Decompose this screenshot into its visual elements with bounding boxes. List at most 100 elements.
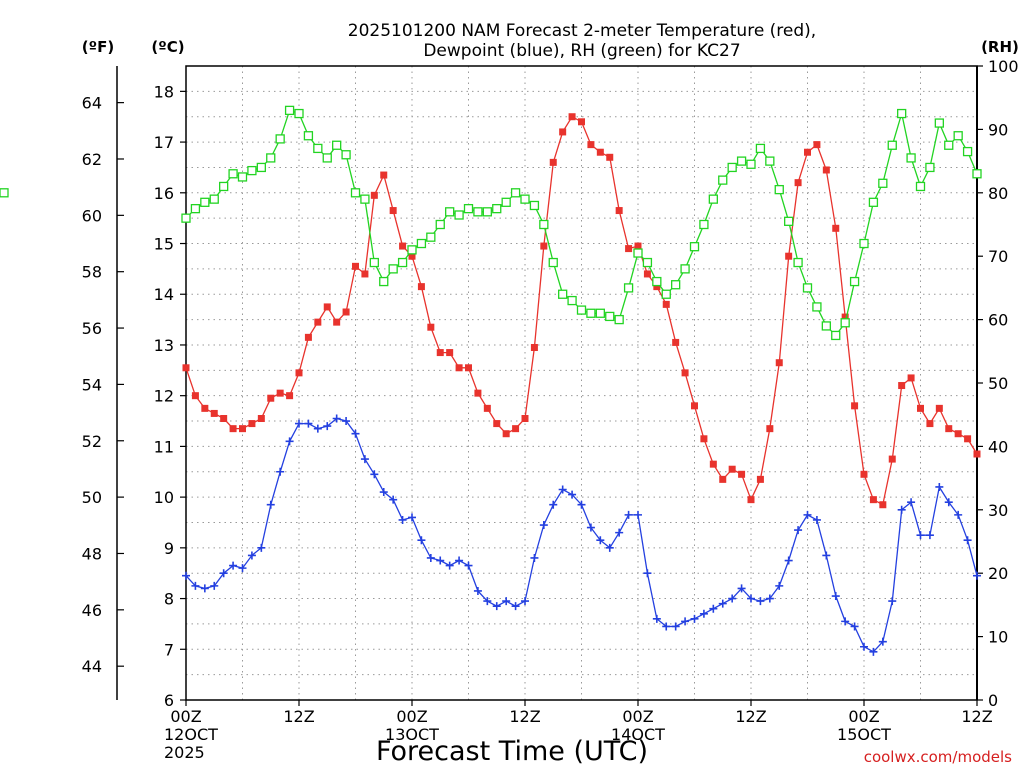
- relative-humidity-point: [549, 259, 557, 267]
- relative-humidity-point: [917, 182, 925, 190]
- temperature-point: [550, 159, 557, 166]
- celsius-tick-label: 12: [154, 387, 174, 406]
- temperature-point: [597, 149, 604, 156]
- relative-humidity-point: [747, 160, 755, 168]
- relative-humidity-point: [804, 284, 812, 292]
- temperature-point: [625, 245, 632, 252]
- relative-humidity-point: [964, 148, 972, 156]
- temperature-point: [201, 405, 208, 412]
- time-tick-label: 00Z: [396, 707, 427, 726]
- temperature-point: [540, 243, 547, 250]
- temperature-point: [465, 364, 472, 371]
- temperature-point: [446, 349, 453, 356]
- relative-humidity-point: [587, 309, 595, 317]
- relative-humidity-point: [662, 290, 670, 298]
- relative-humidity-point: [201, 198, 209, 206]
- relative-humidity-point: [766, 157, 774, 165]
- relative-humidity-point: [493, 205, 501, 213]
- temperature-point: [390, 207, 397, 214]
- relative-humidity-point: [417, 240, 425, 248]
- temperature-point: [879, 501, 886, 508]
- temperature-point: [427, 324, 434, 331]
- temperature-point: [813, 141, 820, 148]
- temperature-point: [616, 207, 623, 214]
- rh-unit-label: (RH): [981, 38, 1019, 56]
- relative-humidity-point: [879, 179, 887, 187]
- relative-humidity-point: [191, 205, 199, 213]
- relative-humidity-point: [257, 163, 265, 171]
- time-tick-label: 12Z: [509, 707, 540, 726]
- relative-humidity-point: [502, 198, 510, 206]
- temperature-point: [211, 410, 218, 417]
- time-tick-label: 12Z: [961, 707, 992, 726]
- relative-humidity-point: [681, 265, 689, 273]
- relative-humidity-point: [691, 243, 699, 251]
- relative-humidity-point: [304, 132, 312, 140]
- temperature-point: [343, 308, 350, 315]
- relative-humidity-point: [606, 312, 614, 320]
- temperature-point: [682, 369, 689, 376]
- celsius-tick-label: 18: [154, 82, 174, 101]
- time-tick-label: 12Z: [283, 707, 314, 726]
- relative-humidity-point: [954, 132, 962, 140]
- temperature-point: [700, 435, 707, 442]
- relative-humidity-point: [634, 249, 642, 257]
- relative-humidity-point: [596, 309, 604, 317]
- relative-humidity-point: [709, 195, 717, 203]
- fahrenheit-tick-label: 56: [82, 319, 102, 338]
- chart-background: [0, 0, 1024, 768]
- chart-title-line2: Dewpoint (blue), RH (green) for KC27: [423, 41, 740, 61]
- relative-humidity-point: [323, 154, 331, 162]
- temperature-point: [974, 451, 981, 458]
- celsius-tick-label: 15: [154, 235, 174, 254]
- relative-humidity-point: [794, 259, 802, 267]
- time-tick-label: 12Z: [735, 707, 766, 726]
- temperature-point: [220, 415, 227, 422]
- temperature-point: [748, 496, 755, 503]
- rh-tick-label: 70: [988, 247, 1008, 266]
- temperature-point: [267, 395, 274, 402]
- temperature-point: [578, 118, 585, 125]
- relative-humidity-point: [295, 110, 303, 118]
- relative-humidity-point: [512, 189, 520, 197]
- temperature-point: [766, 425, 773, 432]
- relative-humidity-point: [578, 306, 586, 314]
- relative-humidity-point: [361, 195, 369, 203]
- fahrenheit-tick-label: 52: [82, 432, 102, 451]
- temperature-point: [522, 415, 529, 422]
- temperature-point: [456, 364, 463, 371]
- relative-humidity-point: [822, 322, 830, 330]
- celsius-tick-label: 11: [154, 437, 174, 456]
- relative-humidity-point: [700, 221, 708, 229]
- relative-humidity-point: [945, 141, 953, 149]
- fahrenheit-tick-label: 48: [82, 544, 102, 563]
- relative-humidity-point: [643, 259, 651, 267]
- relative-humidity-point: [276, 135, 284, 143]
- rh-tick-label: 50: [988, 374, 1008, 393]
- relative-humidity-point: [483, 208, 491, 216]
- relative-humidity-point: [935, 119, 943, 127]
- temperature-point: [371, 192, 378, 199]
- celsius-tick-label: 9: [164, 539, 174, 558]
- temperature-point: [804, 149, 811, 156]
- rh-tick-label: 40: [988, 437, 1008, 456]
- temperature-point: [277, 390, 284, 397]
- temperature-point: [870, 496, 877, 503]
- relative-humidity-point: [785, 217, 793, 225]
- temperature-point: [898, 382, 905, 389]
- fahrenheit-tick-label: 46: [82, 601, 102, 620]
- celsius-tick-label: 10: [154, 488, 174, 507]
- relative-humidity-point: [559, 290, 567, 298]
- temperature-point: [776, 359, 783, 366]
- temperature-point: [380, 172, 387, 179]
- temperature-point: [606, 154, 613, 161]
- temperature-point: [719, 476, 726, 483]
- relative-humidity-point: [333, 141, 341, 149]
- relative-humidity-point: [888, 141, 896, 149]
- temperature-point: [926, 420, 933, 427]
- temperature-point: [785, 253, 792, 260]
- temperature-point: [192, 392, 199, 399]
- rh-tick-label: 30: [988, 501, 1008, 520]
- relative-humidity-point: [530, 201, 538, 209]
- temperature-point: [230, 425, 237, 432]
